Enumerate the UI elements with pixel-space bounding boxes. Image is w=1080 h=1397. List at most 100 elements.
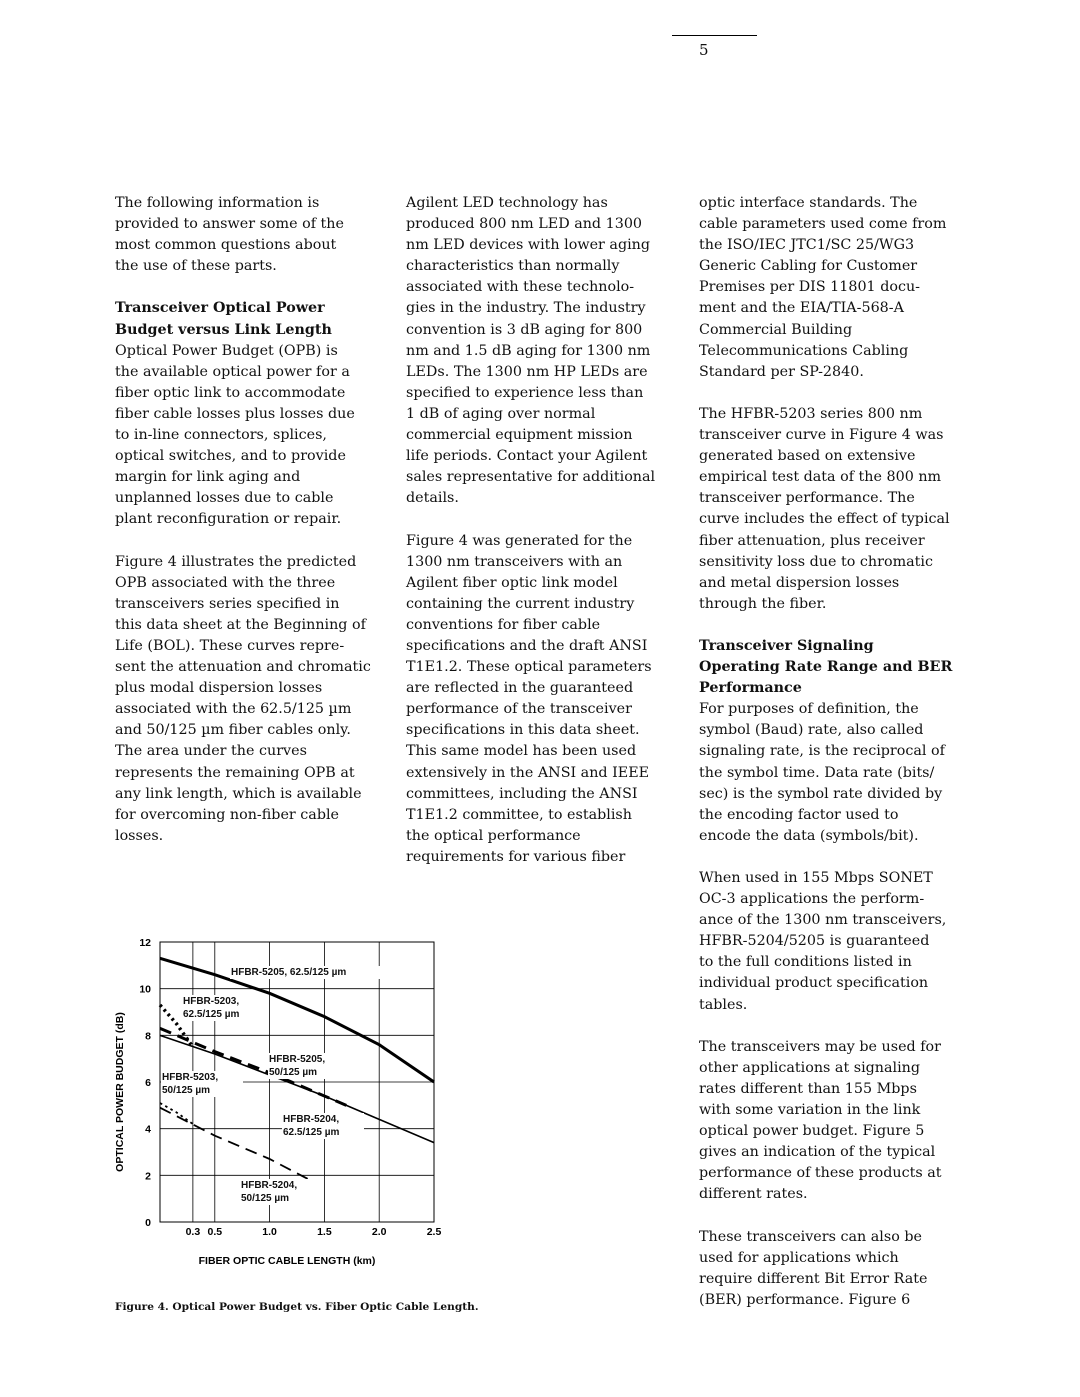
text-line: sensitivity loss due to chromatic (699, 553, 933, 570)
heading-line: Transceiver Optical Power (115, 300, 325, 317)
heading-line: Budget versus Link Length (115, 321, 332, 338)
paragraph: When used in 155 Mbps SONET OC-3 applicat… (699, 868, 984, 1016)
text-line: optical power budget. Figure 5 (699, 1123, 925, 1140)
text-line: empirical test data of the 800 nm (699, 469, 942, 486)
x-tick-label: 2.0 (372, 1226, 387, 1238)
text-line: provided to answer some of the (115, 216, 344, 233)
text-line: Figure 4 illustrates the predicted (115, 553, 357, 570)
text-line: individual product specification (699, 975, 929, 992)
text-line: (BER) performance. Figure 6 (699, 1291, 911, 1308)
text-line: transceiver performance. The (699, 490, 915, 507)
series-line (159, 1106, 320, 1186)
text-line: transceivers series specified in (115, 595, 340, 612)
text-line: associated with these technolo- (406, 279, 635, 296)
y-tick-label: 12 (139, 937, 151, 949)
series-line (159, 1034, 435, 1144)
text-line: Telecommunications Cabling (699, 342, 909, 359)
text-line: losses. (115, 827, 164, 844)
x-tick-label: 1.0 (262, 1226, 277, 1238)
text-line: Commercial Building (699, 321, 853, 338)
text-line: cable parameters used come from (699, 216, 947, 233)
text-line: nm LED devices with lower aging (406, 237, 651, 254)
column: optic interface standards. The cable para… (699, 193, 984, 1332)
text-line: details. (406, 490, 459, 507)
text-line: generated based on extensive (699, 448, 916, 465)
text-line: OC-3 applications the perform- (699, 891, 925, 908)
text-line: Life (BOL). These curves repre- (115, 637, 345, 654)
text-line: to the full conditions listed in (699, 954, 912, 971)
text-line: The area under the curves (115, 743, 307, 760)
text-line: used for applications which (699, 1249, 899, 1266)
text-line: associated with the 62.5/125 µm (115, 701, 352, 718)
text-line: other applications at signaling (699, 1059, 921, 1076)
series-line (159, 1102, 194, 1125)
text-line: different rates. (699, 1186, 808, 1203)
text-line: most common questions about (115, 237, 337, 254)
text-line: T1E1.2 committee, to establish (406, 806, 632, 823)
text-line: for overcoming non-fiber cable (115, 806, 340, 823)
text-line: symbol (Baud) rate, also called (699, 722, 924, 739)
text-line: the encoding factor used to (699, 806, 899, 823)
y-tick-label: 2 (145, 1170, 151, 1182)
text-line: 1300 nm transceivers with an (406, 553, 623, 570)
text-line: containing the current industry (406, 595, 635, 612)
text-line: and metal dispersion losses (699, 574, 900, 591)
text-line: represents the remaining OPB at (115, 764, 355, 781)
heading-line: Transceiver Signaling (699, 637, 874, 654)
paragraph: Agilent LED technology has produced 800 n… (406, 193, 691, 509)
text-line: rates different than 155 Mbps (699, 1080, 917, 1097)
text-line: T1E1.2. These optical parameters (406, 659, 652, 676)
text-line: transceiver curve in Figure 4 was (699, 427, 944, 444)
x-tick-label: 0.5 (207, 1226, 222, 1238)
text-line: These transceivers can also be (699, 1228, 922, 1245)
text-line: characteristics than normally (406, 258, 620, 275)
text-line: the available optical power for a (115, 363, 350, 380)
text-line: sent the attenuation and chromatic (115, 659, 371, 676)
text-line: ance of the 1300 nm transceivers, (699, 912, 947, 929)
paragraph: Figure 4 illustrates the predicted OPB as… (115, 552, 400, 847)
text-line: Agilent fiber optic link model (406, 574, 618, 591)
text-line: fiber attenuation, plus receiver (699, 532, 925, 549)
paragraph: Transceiver Signaling Operating Rate Rang… (699, 636, 984, 847)
text-line: require different Bit Error Rate (699, 1270, 928, 1287)
text-line: convention is 3 dB aging for 800 (406, 321, 643, 338)
text-line: life periods. Contact your Agilent (406, 448, 648, 465)
x-tick-label: 0.3 (186, 1226, 201, 1238)
text-line: Figure 4 was generated for the (406, 532, 633, 549)
text-line: For purposes of definition, the (699, 701, 919, 718)
text-line: OPB associated with the three (115, 574, 336, 591)
text-line: performance of the transceiver (406, 701, 632, 718)
text-line: HFBR-5204/5205 is guaranteed (699, 933, 930, 950)
caption: Figure 4. Optical Power Budget vs. Fiber… (115, 1301, 479, 1313)
text-line: the optical performance (406, 827, 581, 844)
curve-label: HFBR-5205, 50/125 µm (268, 1053, 350, 1079)
x-axis-title: FIBER OPTIC CABLE LENGTH (km) (199, 1255, 376, 1267)
text-line: LEDs. The 1300 nm HP LEDs are (406, 363, 648, 380)
text-line: committees, including the ANSI (406, 785, 638, 802)
text-line: optic interface standards. The (699, 195, 918, 211)
text-line: extensively in the ANSI and IEEE (406, 764, 650, 781)
paragraph: Transceiver Optical Power Budget versus L… (115, 298, 400, 530)
text-line: Premises per DIS 11801 docu- (699, 279, 920, 296)
x-tick-label: 1.5 (317, 1226, 332, 1238)
text-line: 1 dB of aging over normal (406, 405, 596, 422)
text-line: ment and the EIA/TIA-568-A (699, 300, 904, 317)
curve-label: HFBR-5203, 62.5/125 µm (182, 995, 264, 1021)
y-tick-label: 4 (145, 1124, 151, 1136)
text-line: tables. (699, 996, 748, 1013)
curve-label: HFBR-5205, 62.5/125 µm (230, 966, 432, 979)
y-axis-title: OPTICAL POWER BUDGET (dB) (114, 1012, 126, 1172)
paragraph: optic interface standards. The cable para… (699, 193, 984, 383)
text-line: fiber optic link to accommodate (115, 384, 346, 401)
column: The following information is provided to … (115, 193, 400, 868)
text-line: and 50/125 µm fiber cables only. (115, 722, 351, 739)
text-line: optical switches, and to provide (115, 448, 346, 465)
y-tick-label: 10 (139, 984, 151, 996)
text-line: encode the data (symbols/bit). (699, 827, 919, 844)
series-line (159, 1026, 347, 1107)
curve-label: HFBR-5203, 50/125 µm (161, 1071, 243, 1097)
text-line: specifications and the draft ANSI (406, 637, 648, 654)
text-line: through the fiber. (699, 595, 827, 612)
series-line (159, 956, 435, 1084)
